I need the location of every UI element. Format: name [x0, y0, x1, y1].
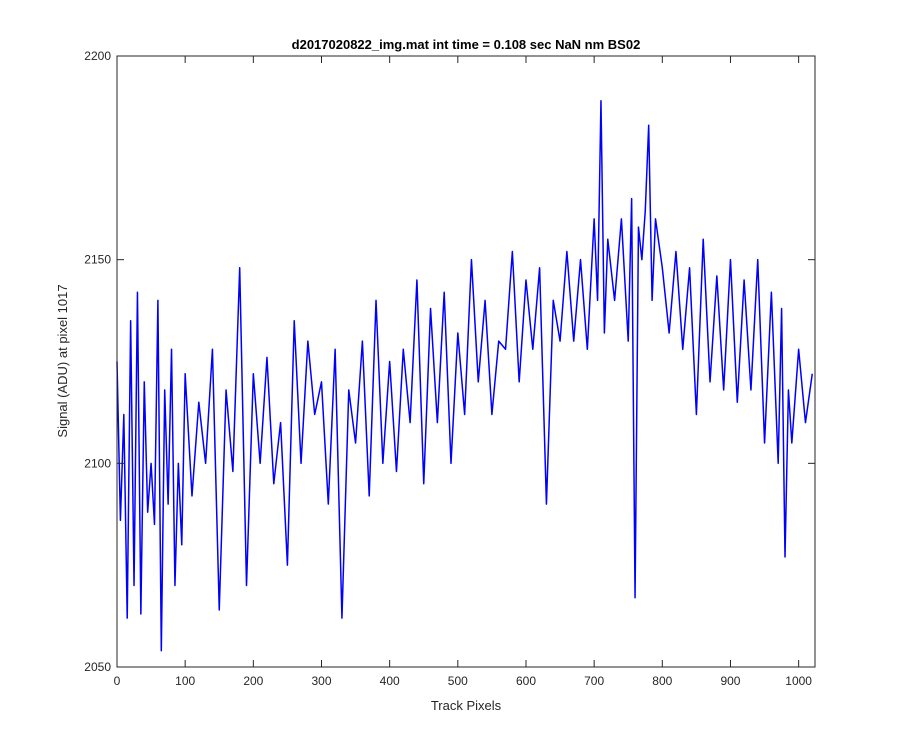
- x-axis-label: Track Pixels: [431, 698, 502, 713]
- axes-box: [116, 55, 816, 668]
- x-axis-ticks: 0 100 200 300 400 500 600 700 800 900 1000: [114, 56, 812, 688]
- x-tick-label: 100: [175, 674, 195, 688]
- x-tick-label: 0: [114, 674, 121, 688]
- x-tick-label: 400: [380, 674, 400, 688]
- y-tick-label: 2150: [84, 253, 111, 267]
- x-tick-label: 900: [720, 674, 740, 688]
- x-tick-label: 300: [311, 674, 331, 688]
- chart-title: d2017020822_img.mat int time = 0.108 sec…: [292, 37, 641, 52]
- x-tick-label: 200: [243, 674, 263, 688]
- y-axis-ticks: 2050 2100 2150 2200: [84, 49, 815, 674]
- y-tick-label: 2050: [84, 660, 111, 674]
- plot-area-background: [117, 56, 815, 667]
- x-tick-label: 500: [448, 674, 468, 688]
- series-line-0: [116, 100, 814, 652]
- x-tick-label: 1000: [785, 674, 812, 688]
- y-tick-label: 2100: [84, 456, 111, 470]
- x-tick-label: 800: [652, 674, 672, 688]
- y-tick-label: 2200: [84, 49, 111, 63]
- y-axis-label: Signal (ADU) at pixel 1017: [55, 284, 70, 437]
- x-tick-label: 600: [516, 674, 536, 688]
- series-layer: [116, 100, 814, 652]
- x-tick-label: 700: [584, 674, 604, 688]
